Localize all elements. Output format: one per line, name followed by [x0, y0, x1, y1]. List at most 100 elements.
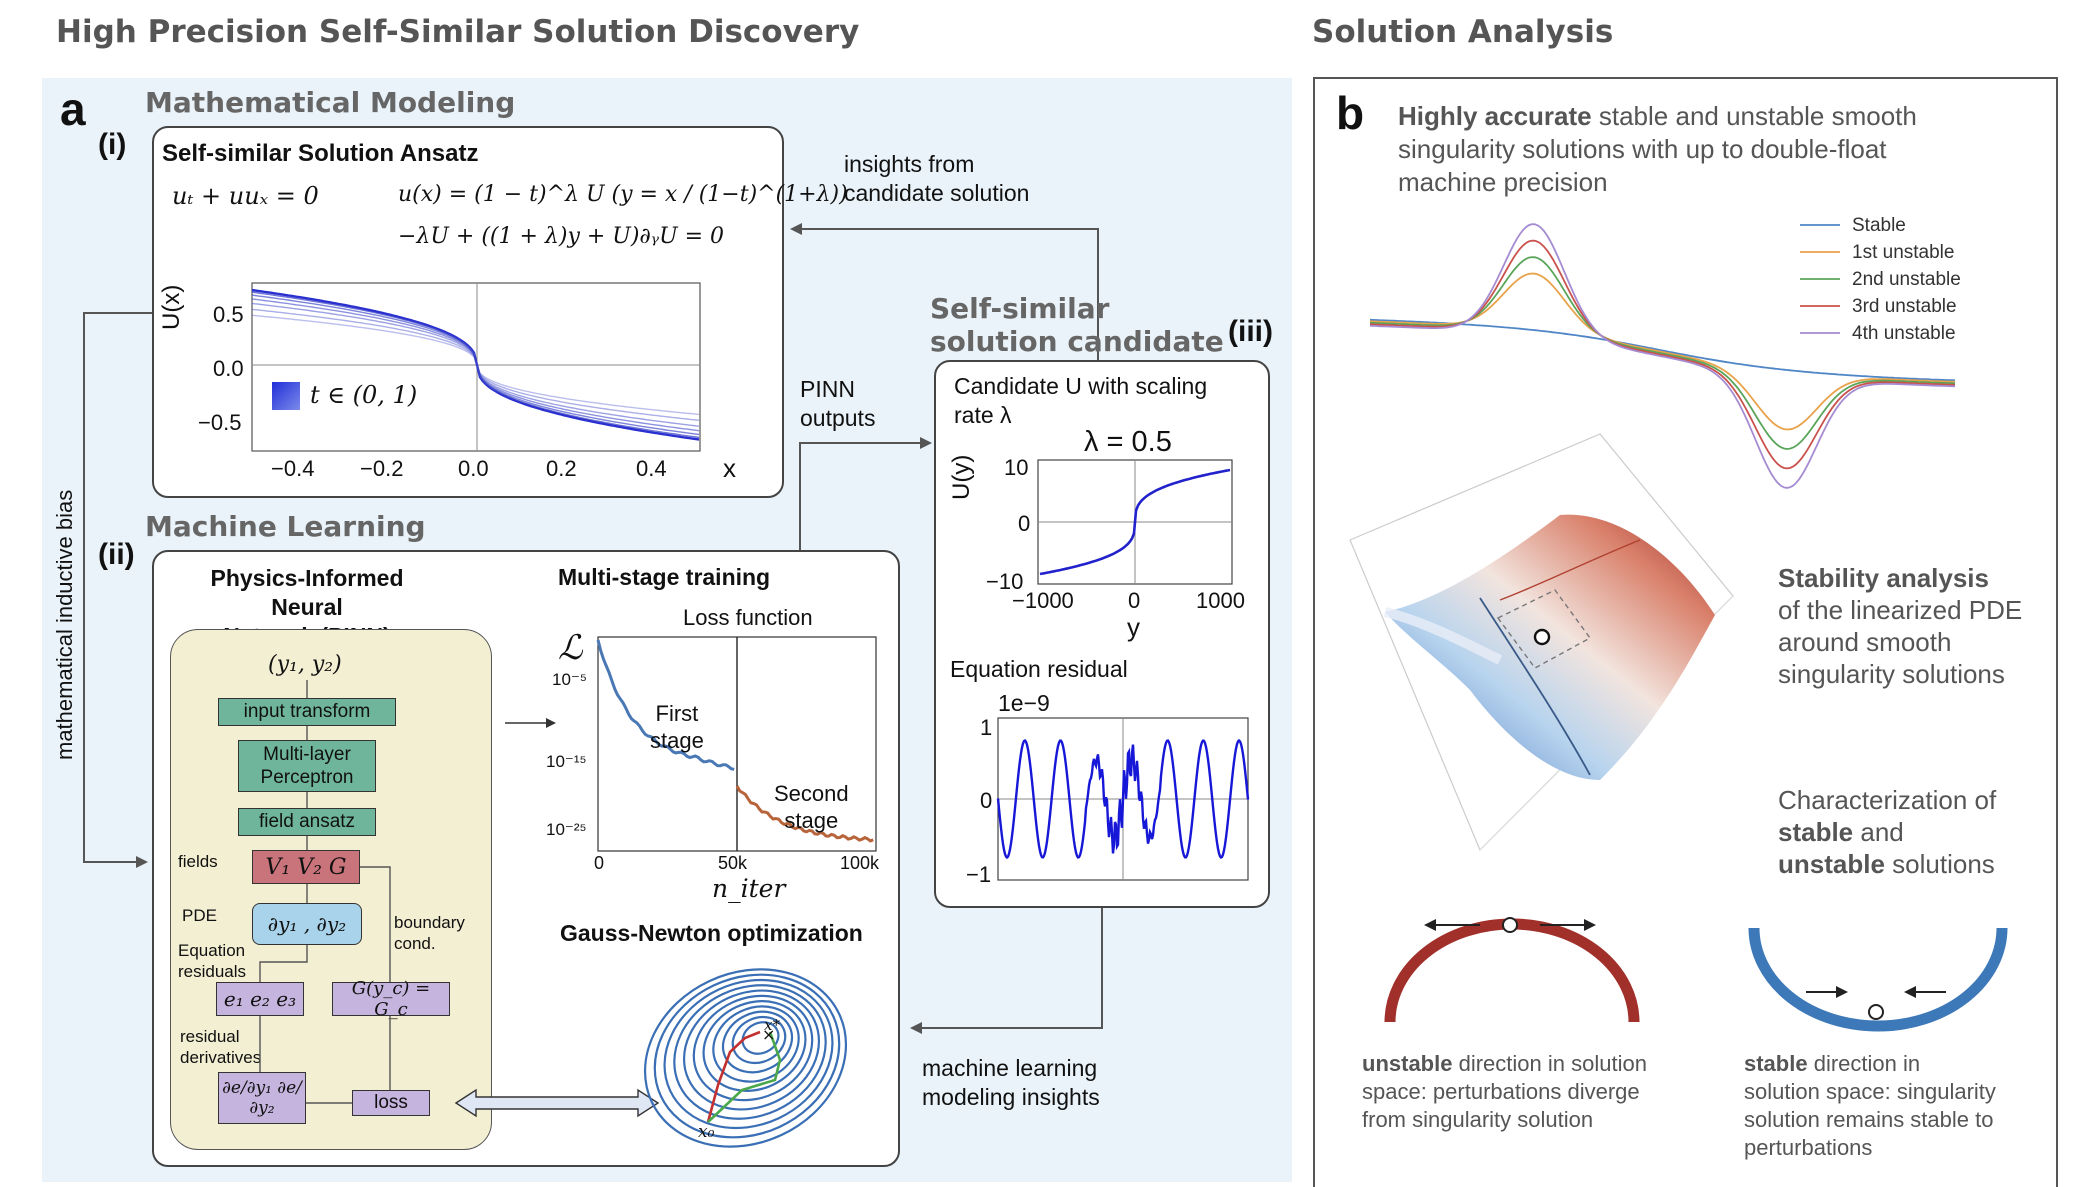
lambda-title: λ = 0.5 — [1084, 426, 1172, 458]
char-unstable: unstable — [1778, 849, 1885, 879]
loss-xtick: 0 — [594, 853, 605, 873]
gn-contour — [741, 1021, 780, 1055]
legend-item: 2nd unstable — [1852, 269, 1961, 290]
gn-contour — [702, 1000, 807, 1092]
uy-xlabel: y — [1127, 612, 1140, 642]
pinn-inputs: (y₁, y₂) — [268, 652, 342, 677]
uy-curve — [1039, 468, 1231, 576]
roman-ii: (ii) — [98, 538, 135, 571]
boundary-block: G(y_c) = G_c — [332, 978, 450, 1020]
legend-swatch — [272, 382, 300, 410]
left-section-header: High Precision Self-Similar Solution Dis… — [56, 14, 860, 50]
stable-rest: direction in solution space: singularity… — [1744, 1051, 1996, 1160]
ux-ytick: 0.0 — [213, 356, 244, 381]
highly-accurate-bold: Highly accurate — [1398, 101, 1592, 131]
highly-accurate-rest: stable and unstable smooth singularity s… — [1398, 101, 1917, 197]
ux-xtick: −0.4 — [271, 456, 315, 481]
equation-residuals-label: Equation residuals — [178, 941, 247, 981]
ux-curve — [251, 308, 700, 421]
candidate-box-title: Candidate U with scaling rate λ — [954, 373, 1208, 428]
gn-contour — [692, 994, 814, 1102]
stability-text: Stability analysis of the linearized PDE… — [1778, 562, 2048, 690]
right-section-header: Solution Analysis — [1312, 14, 1614, 50]
profile-equation: −λU + ((1 + λ)y + U)∂ᵧU = 0 — [398, 224, 725, 249]
res-ytick: 0 — [980, 788, 993, 813]
math-modeling-title: Mathematical Modeling — [145, 86, 516, 119]
unstable-caption: unstable direction in solution space: pe… — [1362, 1050, 1702, 1134]
field-ansatz-block: field ansatz — [238, 808, 376, 836]
loss-ytick: 10⁻²⁵ — [546, 820, 587, 839]
panel-b — [1313, 77, 2058, 1187]
saddle-ridge-line — [1499, 539, 1641, 601]
residuals-block: e₁ e₂ e₃ — [216, 982, 304, 1016]
gn-contour — [643, 968, 848, 1148]
unstable-arc — [1384, 918, 1640, 1023]
loss-ytick: 10⁻⁵ — [552, 670, 587, 689]
res-ytick: 1 — [980, 715, 993, 740]
loss-stage1-line — [596, 639, 735, 771]
stability-rest: of the linearized PDE around smooth sing… — [1778, 595, 2023, 689]
gn-x0-label: x₀ — [698, 1122, 715, 1142]
residual-curve — [996, 738, 1250, 860]
insights-label: insights from candidate solution — [844, 151, 1030, 206]
uy-ytick: 10 — [1004, 455, 1029, 480]
uy-xtick: 1000 — [1196, 588, 1245, 613]
stable-arc — [1748, 927, 2008, 1032]
gn-contour — [673, 984, 827, 1120]
res-ytick: −1 — [966, 862, 992, 887]
saddle-ridge-line — [1479, 597, 1591, 776]
gn-xstar-mark: × — [762, 1025, 775, 1044]
singularity-legend: Stable 1st unstable 2nd unstable 3rd uns… — [1852, 212, 1961, 347]
candidate-title: Self-similar solution candidate — [930, 292, 1224, 358]
panel-a-letter: a — [60, 83, 86, 135]
uy-xtick: −1000 — [1012, 588, 1074, 613]
ux-curves — [251, 288, 700, 441]
uy-ytick: −10 — [986, 569, 1024, 594]
first-stage-label: First stage — [650, 701, 704, 753]
gn-contour — [653, 973, 841, 1139]
unstable-ball — [1502, 917, 1518, 933]
input-transform-block: input transform — [218, 698, 396, 726]
legend-item: Stable — [1852, 215, 1906, 236]
fields-block: V₁ V₂ G — [252, 850, 360, 884]
ux-ytick: −0.5 — [198, 410, 242, 435]
ansatz-title: Self-similar Solution Ansatz — [162, 140, 479, 167]
loss-xtick: 100k — [840, 853, 880, 873]
residual-title: Equation residual — [950, 656, 1128, 682]
char-solutions: solutions — [1892, 849, 1995, 879]
stable-ball — [1868, 1004, 1884, 1020]
loss-ytick: 10⁻¹⁵ — [546, 752, 587, 771]
gn-contour — [721, 1010, 794, 1074]
fields-label: fields — [178, 852, 218, 871]
loss-xlabel: n_iter — [712, 874, 786, 903]
gn-xstar-label: x* — [764, 1016, 780, 1034]
ux-curve — [251, 302, 700, 427]
burgers-equation: uₜ + uuₓ = 0 — [172, 182, 319, 210]
pde-label: PDE — [182, 906, 217, 925]
unstable-rest: direction in solution space: perturbatio… — [1362, 1051, 1647, 1132]
loss-block: loss — [352, 1090, 430, 1116]
ml-insights-label: machine learning modeling insights — [922, 1055, 1100, 1110]
singularity-curve — [1369, 318, 1956, 382]
char-line1: Characterization of — [1778, 785, 1997, 815]
ux-legend-label: t ∈ (0, 1) — [310, 381, 418, 409]
ux-ytick: 0.5 — [213, 302, 244, 327]
pinn-outputs-label: PINN outputs — [800, 376, 876, 431]
roman-iii: (iii) — [1228, 315, 1273, 348]
panel-b-intro: Highly accurate stable and unstable smoo… — [1398, 100, 2018, 199]
second-stage-label: Second stage — [774, 781, 849, 833]
gn-contour — [682, 989, 821, 1111]
legend-item: 3rd unstable — [1852, 296, 1957, 317]
stability-bold: Stability analysis — [1778, 563, 1989, 593]
ux-xtick: −0.2 — [360, 456, 404, 481]
ux-xtick: 0.0 — [458, 456, 489, 481]
pde-operator-block: ∂y₁ , ∂y₂ — [252, 903, 362, 945]
unstable-bold: unstable — [1362, 1051, 1453, 1076]
